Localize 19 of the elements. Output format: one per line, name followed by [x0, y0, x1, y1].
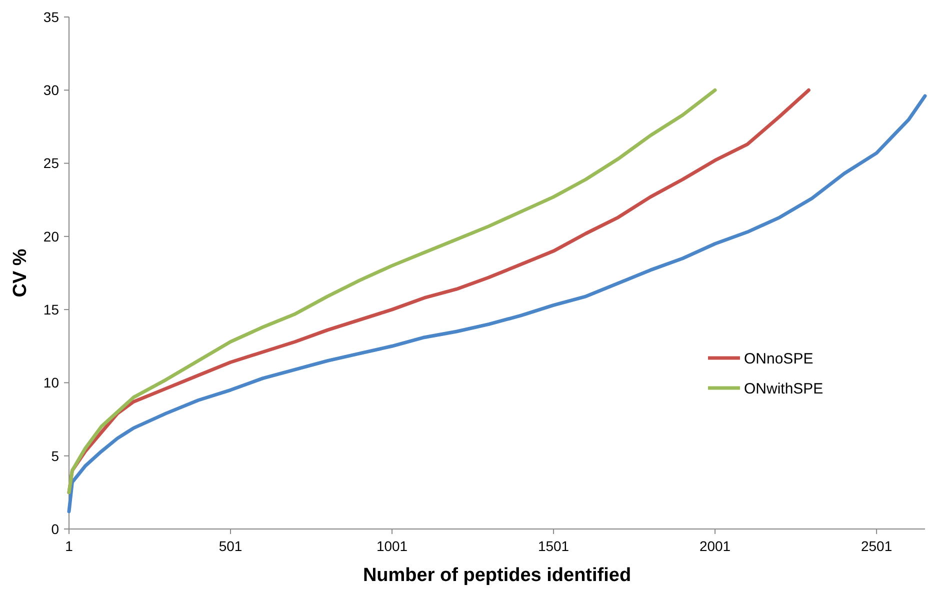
x-tick-label: 2501: [860, 538, 892, 554]
y-tick-label: 5: [51, 448, 60, 464]
y-tick-label: 15: [43, 301, 60, 318]
x-tick-label: 1001: [376, 538, 408, 554]
y-tick-label: 30: [43, 82, 60, 98]
legend-label: ONnoSPE: [744, 350, 814, 368]
y-tick-label: 25: [43, 155, 60, 172]
x-tick-label: 1501: [538, 538, 570, 554]
y-axis-title: CV %: [10, 248, 31, 298]
y-tick-label: 0: [51, 520, 60, 537]
line-series: [67, 94, 927, 514]
legend-label: ONwithSPE: [744, 380, 824, 398]
y-tick-label: 20: [43, 228, 60, 244]
x-tick-label: 1: [65, 538, 74, 554]
x-tick-label: 501: [218, 538, 242, 554]
x-axis-title: Number of peptides identified: [362, 565, 632, 586]
x-tick-label: 2001: [699, 538, 731, 554]
y-tick-label: 10: [43, 374, 60, 391]
y-tick-label: 35: [43, 8, 60, 25]
